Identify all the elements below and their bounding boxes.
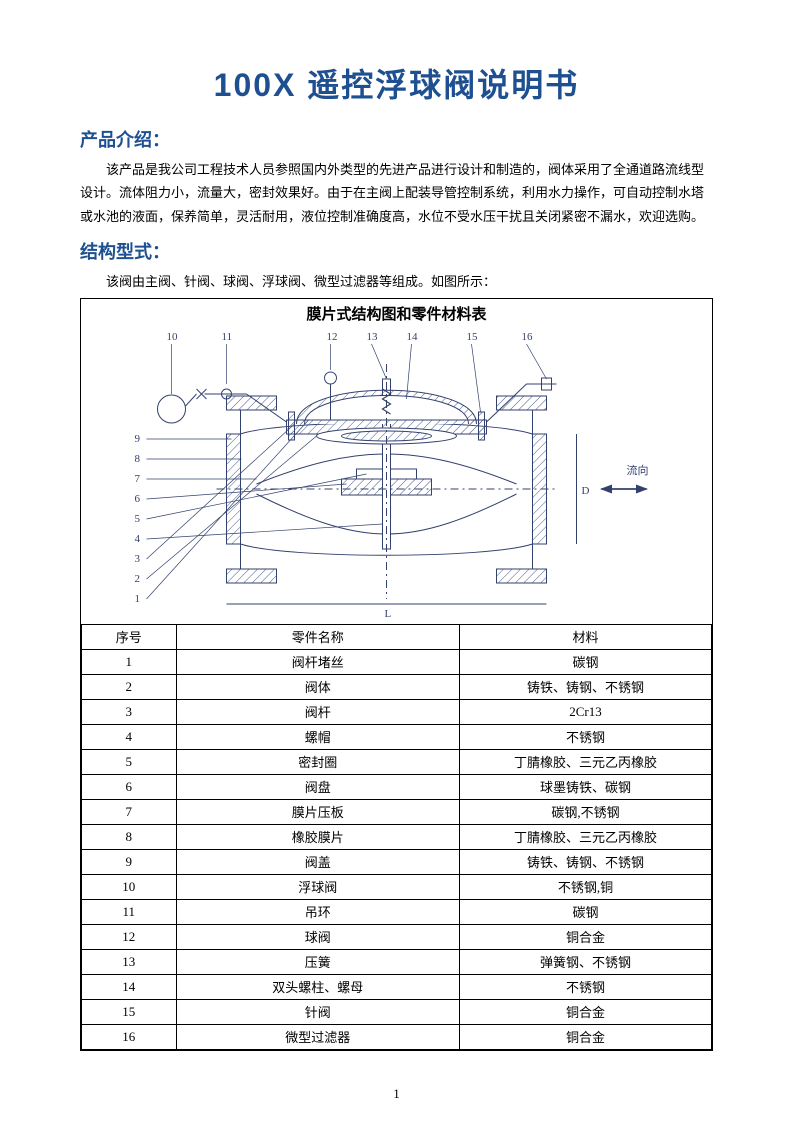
header-name: 零件名称: [176, 624, 460, 649]
cell-name: 阀杆堵丝: [176, 649, 460, 674]
cell-name: 橡胶膜片: [176, 824, 460, 849]
intro-text: 该产品是我公司工程技术人员参照国内外类型的先进产品进行设计和制造的，阀体采用了全…: [80, 158, 713, 228]
table-row: 3阀杆2Cr13: [82, 699, 712, 724]
table-row: 2阀体铸铁、铸钢、不锈钢: [82, 674, 712, 699]
cell-seq: 13: [82, 949, 177, 974]
cell-material: 碳钢: [460, 899, 712, 924]
table-row: 12球阀铜合金: [82, 924, 712, 949]
svg-text:L: L: [385, 608, 392, 620]
structure-text: 该阀由主阀、针阀、球阀、浮球阀、微型过滤器等组成。如图所示：: [80, 270, 713, 293]
svg-text:8: 8: [135, 453, 141, 465]
table-header-row: 序号 零件名称 材料: [82, 624, 712, 649]
cell-name: 密封圈: [176, 749, 460, 774]
table-row: 10浮球阀不锈钢,铜: [82, 874, 712, 899]
svg-text:15: 15: [467, 331, 479, 343]
cell-name: 阀盘: [176, 774, 460, 799]
cell-name: 浮球阀: [176, 874, 460, 899]
cell-seq: 4: [82, 724, 177, 749]
cell-seq: 15: [82, 999, 177, 1024]
diagram-and-table-container: 膜片式结构图和零件材料表: [80, 298, 713, 1051]
table-row: 8橡胶膜片丁腈橡胶、三元乙丙橡胶: [82, 824, 712, 849]
cell-seq: 14: [82, 974, 177, 999]
cell-seq: 6: [82, 774, 177, 799]
svg-text:9: 9: [135, 433, 141, 445]
svg-text:D: D: [582, 485, 590, 497]
header-seq: 序号: [82, 624, 177, 649]
cell-material: 弹簧钢、不锈钢: [460, 949, 712, 974]
svg-text:3: 3: [135, 553, 141, 565]
cell-seq: 16: [82, 1024, 177, 1049]
cell-seq: 11: [82, 899, 177, 924]
table-row: 9阀盖铸铁、铸钢、不锈钢: [82, 849, 712, 874]
table-row: 14双头螺柱、螺母不锈钢: [82, 974, 712, 999]
cell-material: 铜合金: [460, 1024, 712, 1049]
cell-material: 铜合金: [460, 999, 712, 1024]
cell-material: 铸铁、铸钢、不锈钢: [460, 849, 712, 874]
svg-text:4: 4: [135, 533, 141, 545]
table-row: 6阀盘球墨铸铁、碳钢: [82, 774, 712, 799]
svg-text:11: 11: [222, 331, 233, 343]
intro-heading: 产品介绍：: [80, 126, 713, 152]
svg-text:12: 12: [327, 331, 338, 343]
page-number: 1: [0, 1086, 793, 1102]
cell-name: 吊环: [176, 899, 460, 924]
svg-text:10: 10: [167, 331, 179, 343]
page-title: 100X 遥控浮球阀说明书: [80, 60, 713, 106]
svg-text:13: 13: [367, 331, 379, 343]
svg-text:2: 2: [135, 573, 141, 585]
table-row: 4螺帽不锈钢: [82, 724, 712, 749]
cell-seq: 9: [82, 849, 177, 874]
cell-material: 不锈钢: [460, 974, 712, 999]
cell-material: 不锈钢: [460, 724, 712, 749]
cell-name: 膜片压板: [176, 799, 460, 824]
cell-material: 丁腈橡胶、三元乙丙橡胶: [460, 824, 712, 849]
cell-name: 双头螺柱、螺母: [176, 974, 460, 999]
cell-name: 微型过滤器: [176, 1024, 460, 1049]
svg-text:5: 5: [135, 513, 141, 525]
table-row: 11吊环碳钢: [82, 899, 712, 924]
document-page: 100X 遥控浮球阀说明书 产品介绍： 该产品是我公司工程技术人员参照国内外类型…: [0, 0, 793, 1122]
cell-seq: 5: [82, 749, 177, 774]
cell-material: 不锈钢,铜: [460, 874, 712, 899]
table-row: 1阀杆堵丝碳钢: [82, 649, 712, 674]
table-row: 16微型过滤器铜合金: [82, 1024, 712, 1049]
table-row: 13压簧弹簧钢、不锈钢: [82, 949, 712, 974]
cell-name: 阀盖: [176, 849, 460, 874]
diagram-title: 膜片式结构图和零件材料表: [81, 299, 712, 324]
svg-text:7: 7: [135, 473, 141, 485]
cell-seq: 8: [82, 824, 177, 849]
flow-label: 流向: [627, 463, 649, 477]
table-row: 5密封圈丁腈橡胶、三元乙丙橡胶: [82, 749, 712, 774]
cell-material: 球墨铸铁、碳钢: [460, 774, 712, 799]
svg-text:16: 16: [522, 331, 534, 343]
cell-name: 阀体: [176, 674, 460, 699]
cell-seq: 2: [82, 674, 177, 699]
table-row: 7膜片压板碳钢,不锈钢: [82, 799, 712, 824]
valve-diagram: 流向 D L: [81, 324, 712, 624]
cell-material: 碳钢,不锈钢: [460, 799, 712, 824]
cell-seq: 10: [82, 874, 177, 899]
table-row: 15针阀铜合金: [82, 999, 712, 1024]
svg-text:6: 6: [135, 493, 141, 505]
header-material: 材料: [460, 624, 712, 649]
structure-heading: 结构型式：: [80, 238, 713, 264]
cell-name: 针阀: [176, 999, 460, 1024]
svg-text:14: 14: [407, 331, 419, 343]
cell-material: 铸铁、铸钢、不锈钢: [460, 674, 712, 699]
cell-seq: 1: [82, 649, 177, 674]
cell-name: 球阀: [176, 924, 460, 949]
cell-name: 螺帽: [176, 724, 460, 749]
parts-table: 序号 零件名称 材料 1阀杆堵丝碳钢2阀体铸铁、铸钢、不锈钢3阀杆2Cr134螺…: [81, 624, 712, 1050]
cell-material: 铜合金: [460, 924, 712, 949]
cell-name: 压簧: [176, 949, 460, 974]
cell-material: 丁腈橡胶、三元乙丙橡胶: [460, 749, 712, 774]
cell-seq: 3: [82, 699, 177, 724]
cell-name: 阀杆: [176, 699, 460, 724]
cell-seq: 12: [82, 924, 177, 949]
cell-material: 2Cr13: [460, 699, 712, 724]
cell-seq: 7: [82, 799, 177, 824]
svg-text:1: 1: [135, 593, 141, 605]
cell-material: 碳钢: [460, 649, 712, 674]
